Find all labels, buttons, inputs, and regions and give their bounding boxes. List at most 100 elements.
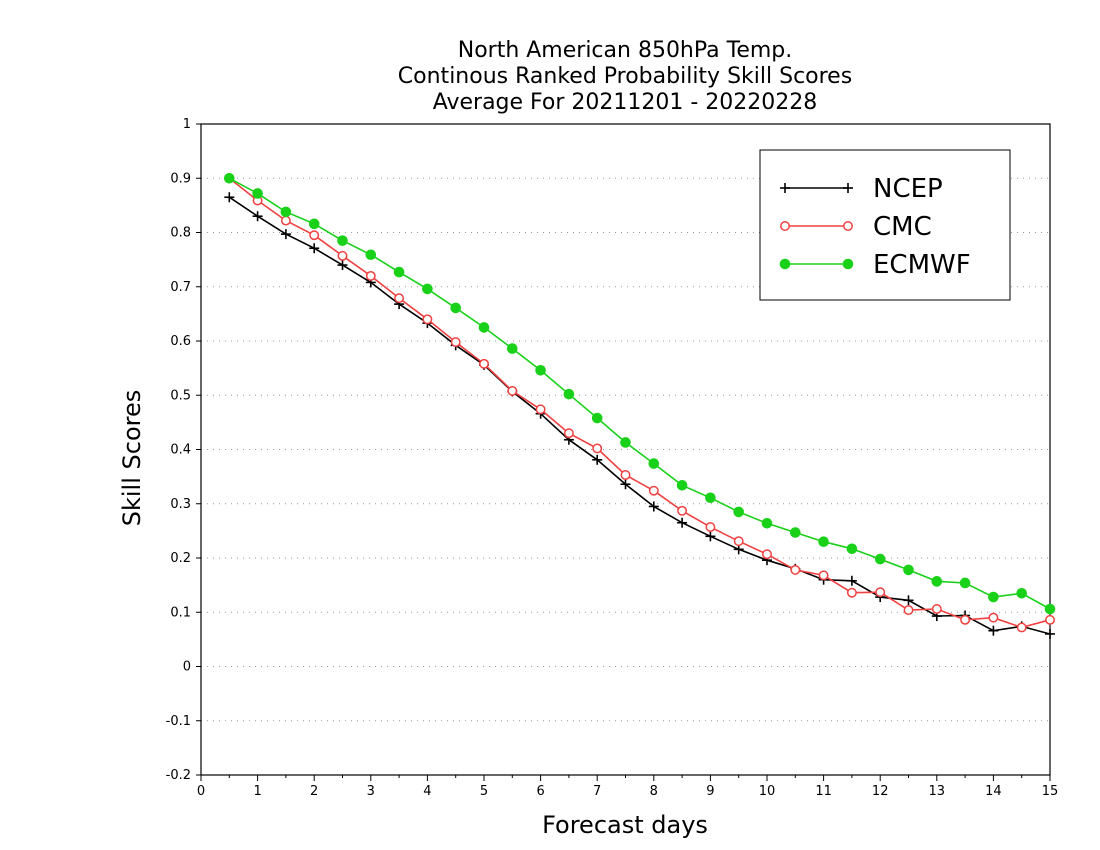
legend-item-ecmwf: ECMWF <box>779 250 971 280</box>
data-point-cmc <box>592 443 603 454</box>
data-point-cmc <box>450 337 461 348</box>
data-point-ecmwf <box>308 218 320 230</box>
x-tick-label: 1 <box>253 784 261 799</box>
y-tick-label: 0.6 <box>170 334 191 349</box>
data-point-cmc <box>507 385 518 396</box>
data-point-cmc <box>988 612 999 623</box>
y-tick-label: 0.4 <box>170 443 191 458</box>
data-point-cmc <box>280 215 291 226</box>
data-point-ecmwf <box>224 172 235 184</box>
data-point-cmc <box>677 505 688 516</box>
data-point-cmc <box>762 549 772 560</box>
x-tick-label: 11 <box>815 784 832 799</box>
data-point-cmc <box>875 587 886 598</box>
data-point-ecmwf <box>1016 587 1028 599</box>
y-tick-label: 0.7 <box>170 280 191 295</box>
data-point-cmc <box>394 293 405 304</box>
x-axis-label: Forecast days <box>542 811 708 839</box>
data-point-ecmwf <box>846 543 858 555</box>
legend-marker-cmc <box>843 221 853 231</box>
data-point-cmc <box>733 536 744 547</box>
data-point-cmc <box>422 314 433 325</box>
data-point-ncep <box>705 531 716 542</box>
data-point-cmc <box>705 522 716 533</box>
y-tick-label: 0.2 <box>170 551 191 566</box>
data-point-ncep <box>309 243 320 254</box>
data-point-ncep <box>988 625 999 636</box>
title-line-2: Continous Ranked Probability Skill Score… <box>398 64 852 89</box>
data-point-ecmwf <box>874 553 886 565</box>
legend-marker-ncep <box>780 183 790 193</box>
data-point-cmc <box>479 358 489 369</box>
data-point-ecmwf <box>365 249 377 261</box>
x-tick-label: 2 <box>310 784 318 799</box>
data-point-cmc <box>563 428 574 439</box>
y-tick-label: 0.8 <box>170 226 191 241</box>
data-point-ecmwf <box>450 302 462 314</box>
data-point-ecmwf <box>761 517 773 529</box>
y-tick-label: 1 <box>183 117 191 132</box>
data-point-cmc <box>931 604 942 614</box>
x-tick-label: 12 <box>872 784 889 799</box>
legend-box <box>759 149 1011 301</box>
x-tick-label: 3 <box>367 784 375 799</box>
data-point-cmc <box>790 564 801 575</box>
legend-marker-ecmwf <box>779 258 791 270</box>
legend-marker-ncep <box>843 183 853 193</box>
y-tick-label: 0.1 <box>170 605 191 620</box>
data-point-ecmwf <box>676 480 688 491</box>
data-point-ncep <box>337 260 348 271</box>
x-tick-label: 13 <box>929 784 946 799</box>
data-point-ecmwf <box>478 322 490 333</box>
x-tick-label: 14 <box>985 784 1002 799</box>
title-line-3: Average For 20211201 - 20220228 <box>433 90 818 115</box>
data-point-ecmwf <box>648 458 660 469</box>
data-point-cmc <box>960 614 971 625</box>
x-tick-label: 9 <box>706 784 714 799</box>
data-point-ncep <box>280 229 291 240</box>
data-point-cmc <box>1045 614 1055 625</box>
legend-label-ecmwf: ECMWF <box>873 250 971 280</box>
x-tick-label: 10 <box>759 784 776 799</box>
data-point-cmc <box>337 250 348 261</box>
data-point-cmc <box>309 230 320 241</box>
data-point-ecmwf <box>280 206 292 218</box>
title-line-1: North American 850hPa Temp. <box>458 38 793 63</box>
data-point-cmc <box>1016 622 1027 633</box>
data-point-ecmwf <box>507 343 518 354</box>
data-point-cmc <box>620 470 631 480</box>
data-point-ecmwf <box>931 576 943 587</box>
legend-marker-ecmwf <box>842 258 854 270</box>
data-point-cmc <box>365 270 376 281</box>
data-point-cmc <box>818 570 829 581</box>
y-tick-label: 0.3 <box>170 497 191 512</box>
data-point-cmc <box>903 605 914 616</box>
data-point-ecmwf <box>1044 603 1056 615</box>
data-point-ncep <box>846 575 857 586</box>
legend-label-cmc: CMC <box>873 212 932 242</box>
data-point-cmc <box>648 485 659 496</box>
legend-label-ncep: NCEP <box>873 174 943 204</box>
data-point-ncep <box>1045 628 1055 639</box>
data-point-cmc <box>535 404 546 415</box>
y-tick-label: 0 <box>183 660 191 675</box>
data-point-ncep <box>252 211 263 222</box>
y-axis-label: Skill Scores <box>118 390 146 527</box>
data-point-ncep <box>903 595 914 606</box>
data-point-ecmwf <box>959 577 971 589</box>
x-tick-label: 4 <box>423 784 431 799</box>
plot-frame <box>200 123 1051 776</box>
data-point-ncep <box>648 501 659 512</box>
series-line-ncep <box>228 196 1051 635</box>
x-tick-label: 0 <box>197 784 205 799</box>
data-point-ecmwf <box>620 437 631 448</box>
y-tick-label: -0.2 <box>166 768 191 783</box>
data-point-ecmwf <box>733 506 745 518</box>
data-point-ecmwf <box>988 591 999 603</box>
chart-title: North American 850hPa Temp. Continous Ra… <box>398 38 852 115</box>
x-tick-label: 8 <box>650 784 658 799</box>
data-point-ecmwf <box>535 364 546 376</box>
data-point-ecmwf <box>422 283 433 295</box>
data-point-ecmwf <box>591 412 603 424</box>
